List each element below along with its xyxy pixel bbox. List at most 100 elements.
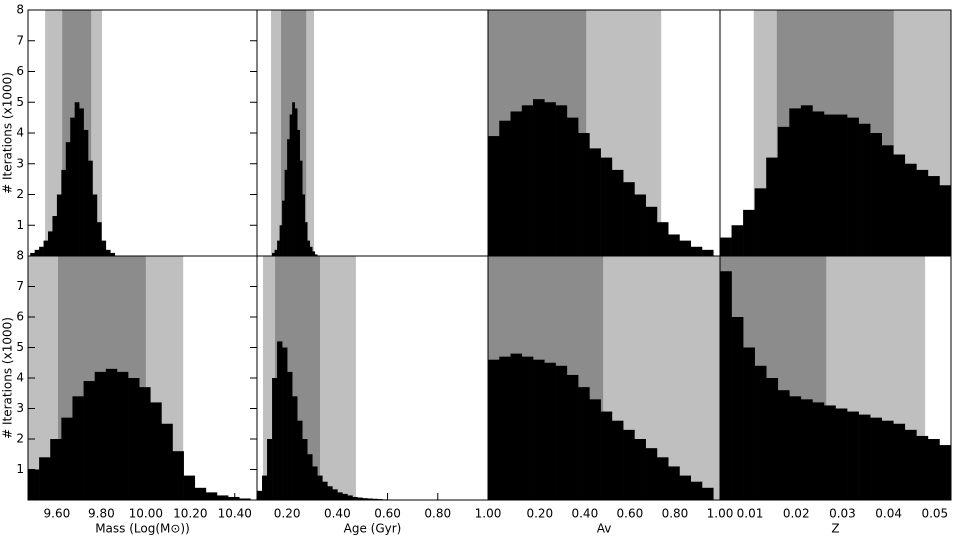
bar (292, 396, 298, 500)
bar (611, 169, 624, 256)
bar (916, 169, 929, 256)
bar (65, 142, 71, 256)
x-tick-label: 0.40 (324, 507, 351, 521)
bar (800, 399, 813, 500)
bar (116, 371, 129, 500)
bar (88, 160, 93, 256)
bar (72, 396, 84, 500)
bar (74, 102, 80, 256)
bar (347, 495, 353, 500)
bar (578, 133, 590, 256)
bar (766, 157, 779, 256)
bar (679, 475, 692, 500)
bar (194, 487, 207, 500)
bar (510, 111, 523, 256)
y-tick-label: 5 (16, 340, 24, 354)
y-tick-label: 7 (16, 279, 24, 293)
bar (720, 237, 732, 256)
bar (292, 102, 295, 256)
x-tick-label: 9.60 (44, 507, 71, 521)
bar (150, 402, 162, 500)
bar (634, 194, 646, 256)
bar (307, 240, 311, 256)
bar (267, 439, 273, 500)
bar (294, 108, 298, 256)
bar (39, 246, 44, 256)
x-tick-label: 10.20 (173, 507, 207, 521)
bar (216, 495, 229, 500)
bar (893, 423, 906, 500)
bar (812, 111, 825, 256)
x-tick-label: 0.60 (617, 507, 644, 521)
x-tick-label: 0.05 (921, 507, 948, 521)
bar (322, 481, 328, 500)
x-tick-label: 0.01 (737, 507, 764, 521)
bar (94, 371, 107, 500)
x-tick-label: 0.40 (571, 507, 598, 521)
bar (105, 249, 111, 256)
x-tick-label: 10.40 (218, 507, 252, 521)
panel (28, 256, 251, 500)
bar (304, 222, 308, 256)
y-tick-label: 6 (16, 310, 24, 324)
x-tick-label: 9.80 (88, 507, 115, 521)
bar (927, 439, 940, 500)
bar (679, 240, 692, 256)
x-tick-label: 1.00 (707, 507, 734, 521)
bar (284, 169, 288, 256)
panel (720, 10, 951, 256)
bar (623, 182, 635, 256)
bar (488, 359, 500, 500)
bar (800, 105, 813, 256)
bar (39, 457, 51, 500)
bar (668, 466, 680, 500)
bar (777, 390, 790, 500)
x-axis-label: Av (597, 522, 612, 536)
bar (287, 139, 290, 256)
bar (183, 475, 196, 500)
bar (835, 114, 848, 256)
bar (307, 454, 313, 500)
bar (239, 498, 251, 500)
y-tick-label: 4 (16, 371, 24, 385)
y-tick-label: 8 (16, 3, 24, 17)
y-tick-label: 3 (16, 401, 24, 415)
bar (690, 246, 703, 256)
bar (309, 246, 313, 256)
bar (105, 368, 118, 500)
bar (314, 254, 318, 256)
bar (555, 105, 568, 256)
bar (858, 414, 871, 500)
bar (589, 399, 601, 500)
bar (110, 252, 116, 256)
bar (939, 185, 951, 256)
bar (589, 148, 601, 256)
bar (28, 469, 40, 500)
x-tick-label: 1.00 (475, 507, 502, 521)
bar (48, 231, 53, 256)
bar (893, 154, 906, 256)
bar (56, 194, 62, 256)
bar (656, 457, 669, 500)
x-tick-label: 0.04 (875, 507, 902, 521)
bar (510, 353, 523, 500)
bar (499, 356, 511, 500)
bar (312, 466, 318, 500)
bar (372, 498, 378, 500)
panel (30, 10, 116, 256)
bar (555, 365, 568, 500)
bar (720, 271, 732, 500)
y-tick-label: 4 (16, 126, 24, 140)
bar (342, 493, 348, 500)
x-tick-label: 0.60 (374, 507, 401, 521)
bar (139, 387, 151, 500)
bar (302, 194, 306, 256)
bar (870, 417, 882, 500)
bar (656, 222, 669, 256)
bar (766, 378, 779, 500)
bar (521, 356, 534, 500)
bar (754, 365, 767, 500)
x-tick-label: 10.00 (129, 507, 163, 521)
bar (332, 489, 338, 500)
bar (101, 240, 107, 256)
